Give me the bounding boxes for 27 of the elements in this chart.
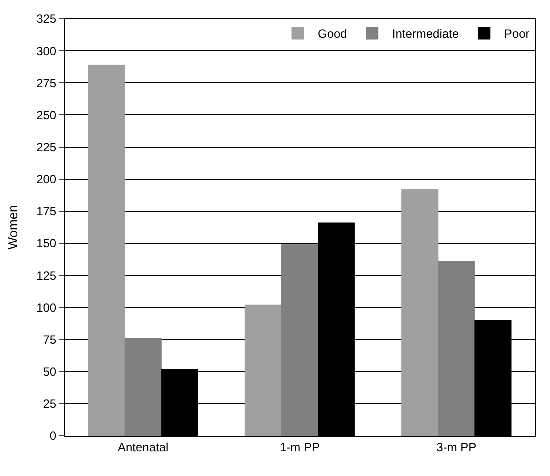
y-tick-label: 250	[36, 108, 57, 122]
y-tick-label: 200	[36, 172, 57, 187]
x-tick-label: Antenatal	[118, 440, 169, 454]
y-tick-label: 300	[36, 44, 57, 58]
bar	[88, 64, 126, 436]
x-tick-label: 3-m PP	[436, 440, 477, 454]
y-axis-title: Women	[6, 205, 21, 250]
legend-label: Intermediate	[392, 27, 460, 42]
y-tick-label: 25	[43, 397, 57, 412]
bar	[281, 244, 319, 436]
y-tick-label: 100	[36, 300, 57, 315]
bar	[124, 338, 162, 436]
legend-label: Poor	[504, 27, 530, 42]
y-tick-label: 225	[36, 140, 57, 155]
x-tick-label: 1-m PP	[280, 440, 320, 454]
y-tick-label: 275	[36, 76, 57, 90]
y-tick-label: 175	[36, 204, 57, 219]
y-tick-label: 325	[36, 12, 57, 26]
y-tick-label: 0	[50, 429, 57, 444]
y-tick-label: 125	[36, 268, 57, 283]
y-tick-label: 50	[43, 365, 57, 380]
bar	[244, 304, 282, 436]
legend-label: Good	[318, 27, 348, 42]
y-tick-label: 75	[43, 332, 57, 347]
bar	[438, 261, 476, 436]
y-tick-label: 150	[36, 236, 57, 251]
bar	[402, 189, 439, 436]
